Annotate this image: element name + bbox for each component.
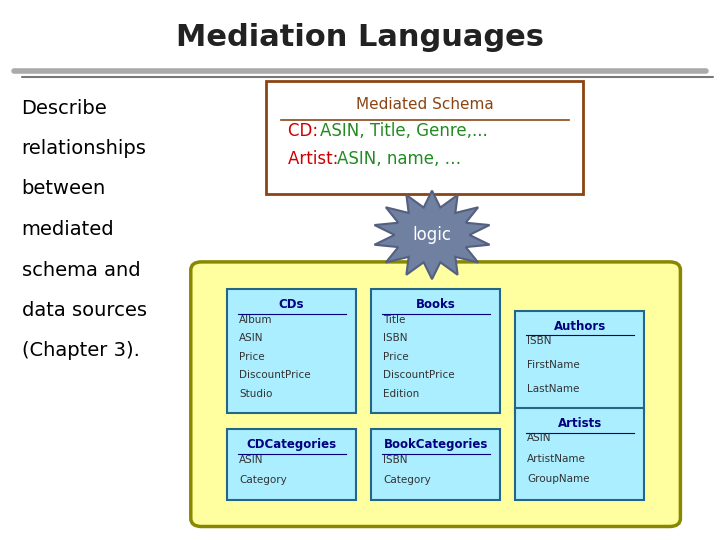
Text: Artist:: Artist: (288, 150, 343, 168)
FancyBboxPatch shape (515, 408, 644, 500)
Text: Category: Category (383, 475, 431, 484)
Text: Studio: Studio (239, 389, 272, 399)
Text: Books: Books (415, 298, 456, 311)
Text: Title: Title (383, 315, 405, 325)
Text: Category: Category (239, 475, 287, 484)
Text: Mediation Languages: Mediation Languages (176, 23, 544, 52)
Text: ASIN, name, …: ASIN, name, … (337, 150, 461, 168)
Text: ArtistName: ArtistName (527, 454, 586, 464)
FancyBboxPatch shape (371, 429, 500, 500)
Text: schema and: schema and (22, 260, 140, 280)
FancyBboxPatch shape (266, 81, 583, 194)
Polygon shape (374, 191, 490, 279)
Text: ASIN: ASIN (239, 455, 264, 465)
Text: Authors: Authors (554, 320, 606, 333)
Text: ISBN: ISBN (383, 455, 408, 465)
Text: Edition: Edition (383, 389, 419, 399)
Text: ISBN: ISBN (527, 336, 552, 346)
Text: DiscountPrice: DiscountPrice (239, 370, 310, 380)
Text: Artists: Artists (557, 417, 602, 430)
Text: relationships: relationships (22, 139, 146, 158)
Text: Mediated Schema: Mediated Schema (356, 97, 494, 112)
Text: ASIN: ASIN (239, 333, 264, 343)
Text: logic: logic (413, 226, 451, 244)
FancyBboxPatch shape (227, 289, 356, 413)
Text: FirstName: FirstName (527, 360, 580, 370)
Text: ASIN, Title, Genre,...: ASIN, Title, Genre,... (320, 122, 488, 140)
Text: GroupName: GroupName (527, 474, 590, 484)
Text: ISBN: ISBN (383, 333, 408, 343)
FancyBboxPatch shape (371, 289, 500, 413)
Text: ASIN: ASIN (527, 434, 552, 443)
Text: between: between (22, 179, 106, 199)
Text: DiscountPrice: DiscountPrice (383, 370, 454, 380)
Text: Album: Album (239, 315, 273, 325)
Text: CDs: CDs (279, 298, 305, 311)
Text: Price: Price (239, 352, 265, 362)
FancyBboxPatch shape (227, 429, 356, 500)
Text: BookCategories: BookCategories (384, 438, 487, 451)
Text: Price: Price (383, 352, 409, 362)
FancyBboxPatch shape (191, 262, 680, 526)
Text: (Chapter 3).: (Chapter 3). (22, 341, 140, 361)
Text: mediated: mediated (22, 220, 114, 239)
FancyBboxPatch shape (515, 310, 644, 413)
Text: CDCategories: CDCategories (246, 438, 337, 451)
Text: LastName: LastName (527, 384, 580, 394)
Text: CD:: CD: (288, 122, 323, 140)
Text: data sources: data sources (22, 301, 147, 320)
Text: Describe: Describe (22, 98, 107, 118)
